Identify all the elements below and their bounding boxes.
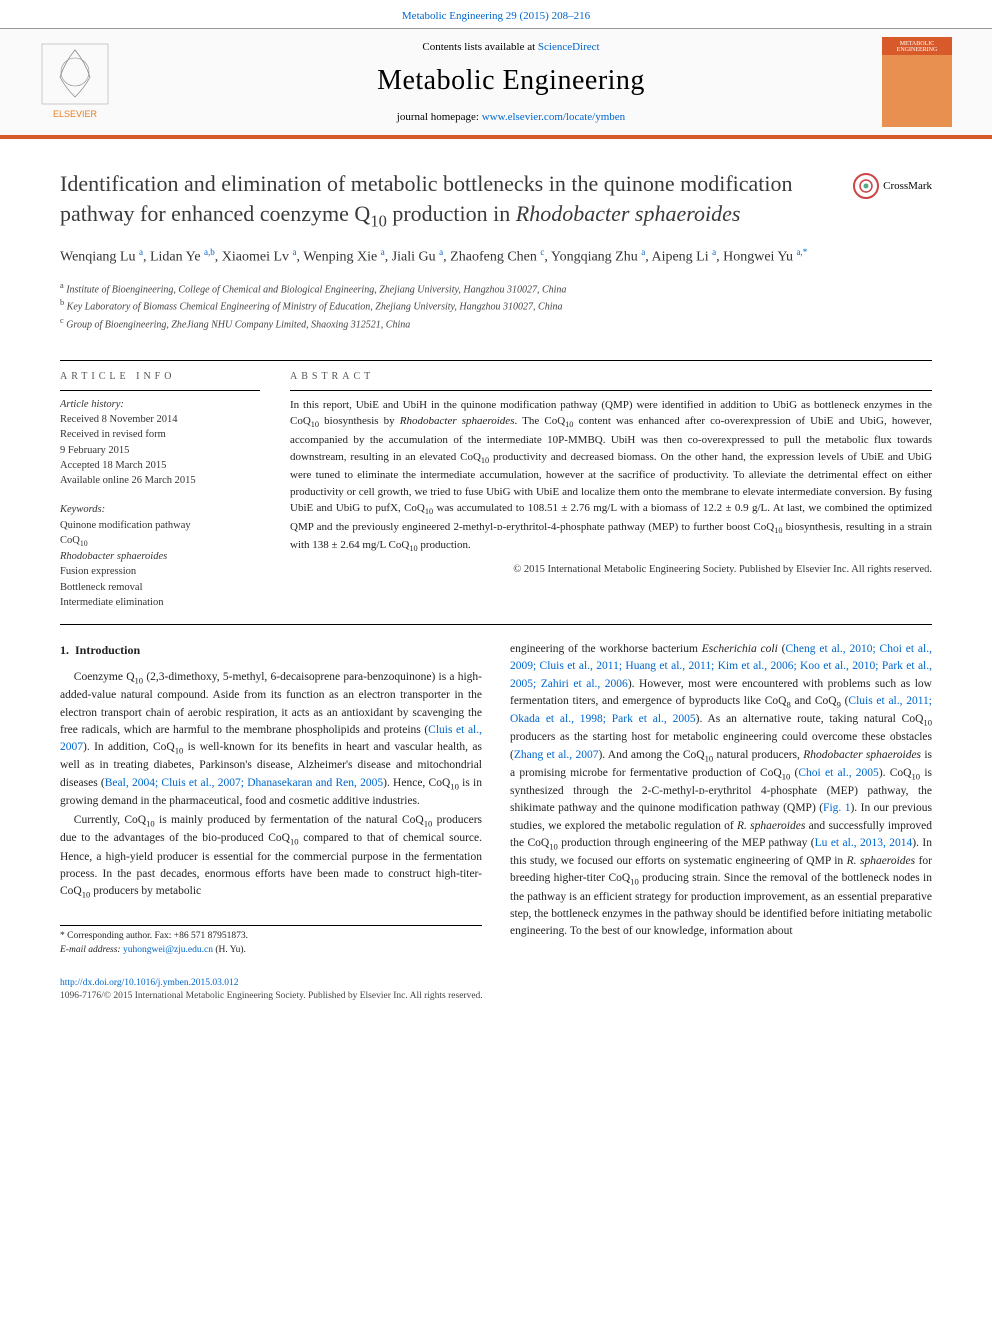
intro-para-1: Coenzyme Q10 (2,3-dimethoxy, 5-methyl, 6… xyxy=(60,669,482,810)
article-title: Identification and elimination of metabo… xyxy=(60,169,833,232)
abstract-subdivider xyxy=(290,390,932,391)
corresponding-author-footnote: * Corresponding author. Fax: +86 571 879… xyxy=(60,925,482,957)
affiliation-c: c Group of Bioengineering, ZheJiang NHU … xyxy=(60,315,932,332)
history-label: Article history: xyxy=(60,399,124,410)
journal-header: ELSEVIER Contents lists available at Sci… xyxy=(0,28,992,139)
abstract-heading: ABSTRACT xyxy=(290,371,932,382)
journal-homepage-link[interactable]: www.elsevier.com/locate/ymben xyxy=(482,111,625,123)
keywords-label: Keywords: xyxy=(60,504,105,515)
body-divider xyxy=(60,624,932,625)
abstract-column: ABSTRACT In this report, UbiE and UbiH i… xyxy=(290,371,932,610)
email-line: E-mail address: yuhongwei@zju.edu.cn (H.… xyxy=(60,944,482,957)
elsevier-logo[interactable]: ELSEVIER xyxy=(40,42,110,122)
journal-cover-thumb[interactable]: METABOLIC ENGINEERING xyxy=(882,37,952,127)
sciencedirect-link[interactable]: ScienceDirect xyxy=(538,41,600,53)
intro-para-2: Currently, CoQ10 is mainly produced by f… xyxy=(60,812,482,901)
info-abstract-row: ARTICLE INFO Article history: Received 8… xyxy=(0,361,992,610)
header-center: Contents lists available at ScienceDirec… xyxy=(140,41,882,123)
section-1-heading: 1. Introduction xyxy=(60,641,482,659)
journal-citation[interactable]: Metabolic Engineering 29 (2015) 208–216 xyxy=(0,0,992,28)
affiliation-a: a Institute of Bioengineering, College o… xyxy=(60,280,932,297)
article-header: Identification and elimination of metabo… xyxy=(0,139,992,342)
article-history: Article history: Received 8 November 201… xyxy=(60,397,260,488)
article-info-column: ARTICLE INFO Article history: Received 8… xyxy=(60,371,260,610)
contents-lists-line: Contents lists available at ScienceDirec… xyxy=(140,41,882,53)
authors-list: Wenqiang Lu a, Lidan Ye a,b, Xiaomei Lv … xyxy=(60,246,932,268)
crossmark-badge[interactable]: CrossMark xyxy=(853,173,932,199)
article-info-heading: ARTICLE INFO xyxy=(60,371,260,382)
body-left-column: 1. Introduction Coenzyme Q10 (2,3-dimeth… xyxy=(60,641,482,957)
body-right-column: engineering of the workhorse bacterium E… xyxy=(510,641,932,957)
svg-text:ELSEVIER: ELSEVIER xyxy=(53,109,98,119)
abstract-copyright: © 2015 International Metabolic Engineeri… xyxy=(290,564,932,575)
affiliation-b: b Key Laboratory of Biomass Chemical Eng… xyxy=(60,297,932,314)
corresponding-email-link[interactable]: yuhongwei@zju.edu.cn xyxy=(123,945,213,955)
issn-copyright: 1096-7176/© 2015 International Metabolic… xyxy=(60,991,483,1001)
keywords-block: Keywords: Quinone modification pathway C… xyxy=(60,502,260,610)
affiliations: a Institute of Bioengineering, College o… xyxy=(60,280,932,332)
crossmark-label: CrossMark xyxy=(883,180,932,192)
homepage-line: journal homepage: www.elsevier.com/locat… xyxy=(140,111,882,123)
page-footer: http://dx.doi.org/10.1016/j.ymben.2015.0… xyxy=(0,957,992,1022)
crossmark-icon xyxy=(853,173,879,199)
intro-para-2-cont: engineering of the workhorse bacterium E… xyxy=(510,641,932,940)
body-columns: 1. Introduction Coenzyme Q10 (2,3-dimeth… xyxy=(0,641,992,957)
info-subdivider xyxy=(60,390,260,391)
journal-name: Metabolic Engineering xyxy=(140,65,882,97)
doi-link[interactable]: http://dx.doi.org/10.1016/j.ymben.2015.0… xyxy=(60,978,238,988)
abstract-text: In this report, UbiE and UbiH in the qui… xyxy=(290,397,932,556)
corresponding-line: * Corresponding author. Fax: +86 571 879… xyxy=(60,930,482,943)
